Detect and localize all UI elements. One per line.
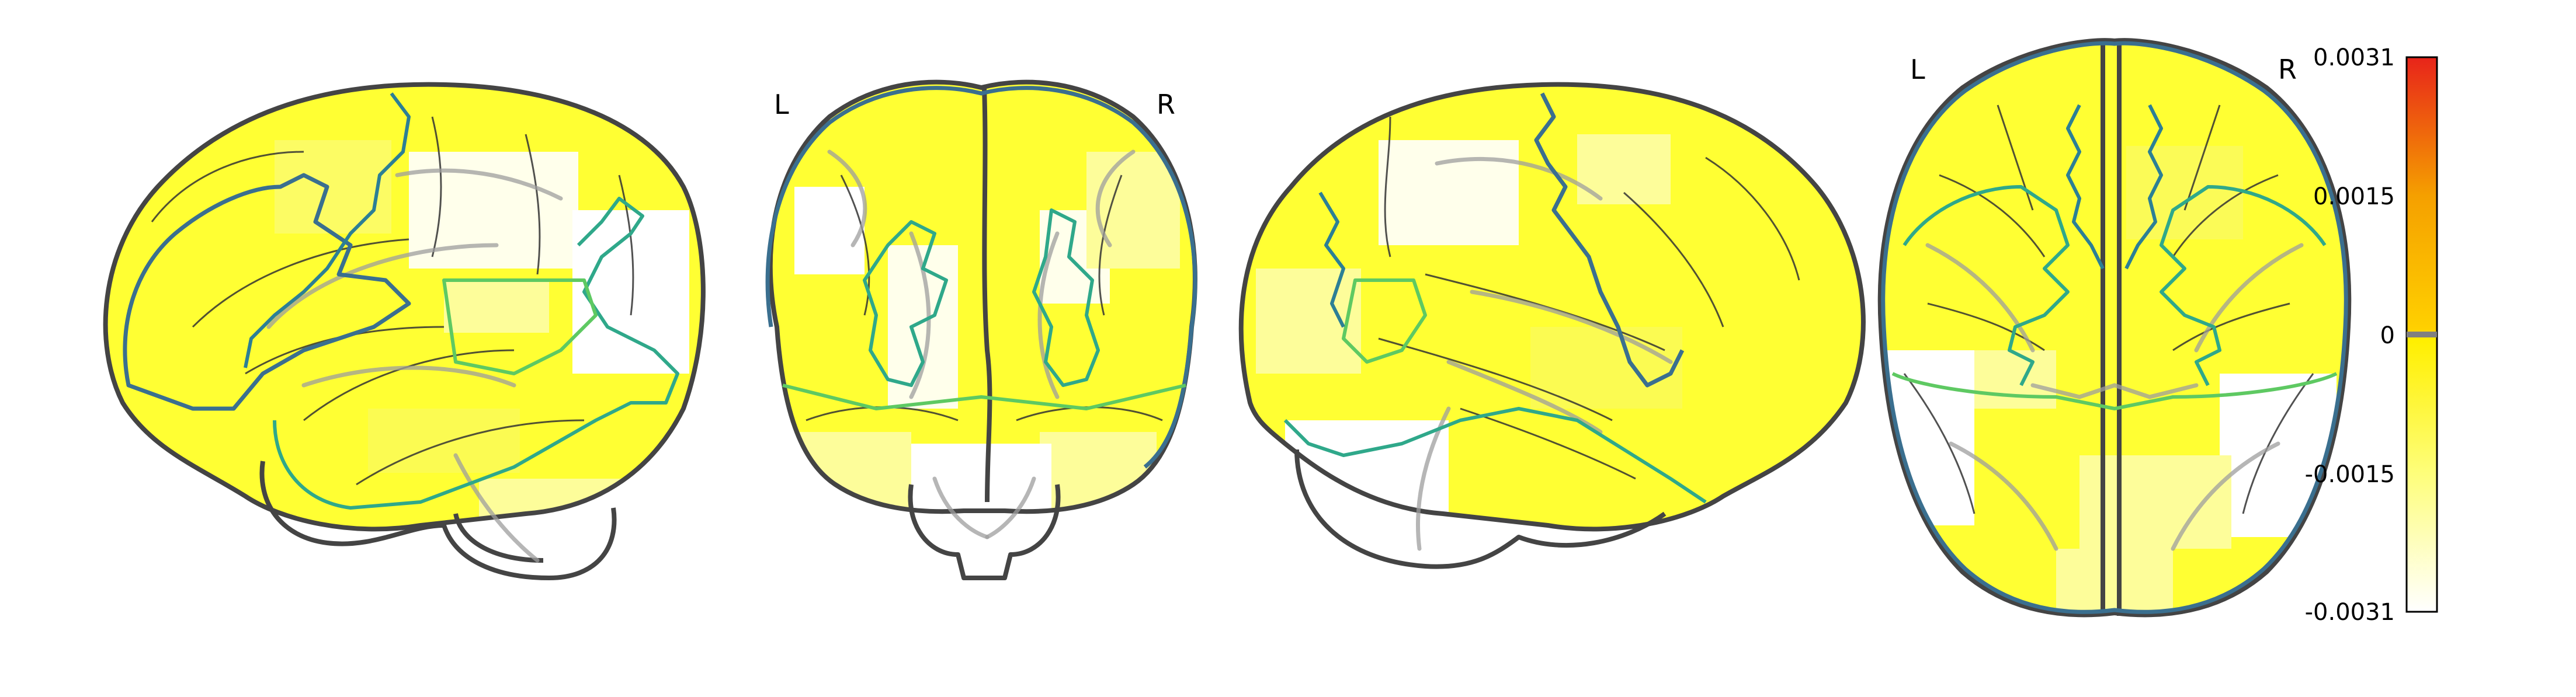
sagittal-right-sulci bbox=[1378, 116, 1800, 480]
sagittal-right-cerebellum-outline bbox=[1294, 449, 1667, 569]
colorbar-zero-marker bbox=[2407, 332, 2437, 337]
coronal-left-label: L bbox=[774, 89, 789, 120]
axial-contour-outer bbox=[1881, 41, 2348, 614]
coronal-view: L R bbox=[765, 79, 1197, 580]
sagittal-left-view bbox=[103, 82, 706, 580]
coronal-midline bbox=[982, 87, 992, 503]
sagittal-left-contour-main bbox=[123, 173, 411, 411]
axial-contour-frontal-right bbox=[2124, 104, 2163, 270]
coronal-contour-left-insula bbox=[863, 220, 948, 387]
sagittal-right-contour-frontal bbox=[1534, 92, 1685, 388]
coronal-right-label: R bbox=[1157, 89, 1175, 120]
axial-brain-outline bbox=[1877, 38, 2352, 618]
sagittal-right-brain-outline bbox=[1238, 82, 1866, 532]
axial-activation-map bbox=[1880, 40, 2349, 615]
axial-sulci bbox=[1903, 104, 2314, 514]
coronal-gray-lines bbox=[827, 149, 1136, 539]
axial-contour-lower bbox=[1891, 372, 2338, 410]
sagittal-right-contour-temporal bbox=[1283, 407, 1707, 504]
sagittal-left-contour-insula bbox=[442, 278, 598, 375]
sagittal-left-activation-map bbox=[105, 84, 703, 529]
sagittal-left-brainstem-outline bbox=[453, 513, 544, 563]
sagittal-left-contour-frontal bbox=[244, 92, 411, 368]
colorbar-tick-label: 0 bbox=[2380, 322, 2395, 349]
sagittal-left-cerebellum-outline bbox=[259, 461, 617, 580]
coronal-contour-right-insula bbox=[1032, 208, 1100, 387]
sagittal-right-contour-insula bbox=[1342, 278, 1427, 364]
axial-left-label: L bbox=[1910, 54, 1925, 85]
colorbar-tick-label: -0.0015 bbox=[2305, 461, 2395, 488]
colorbar-tick-label: 0.0015 bbox=[2313, 183, 2395, 210]
coronal-cerebellum-outline bbox=[908, 484, 1061, 580]
axial-contour-frontal-left bbox=[2066, 104, 2105, 270]
axial-right-label: R bbox=[2278, 54, 2297, 85]
colorbar: 0.0031 0.0015 0 -0.0015 -0.0031 bbox=[2305, 44, 2438, 626]
colorbar-tick-label: 0.0031 bbox=[2313, 44, 2395, 71]
sagittal-right-gray-lines bbox=[1415, 157, 1673, 551]
sagittal-left-brain-outline bbox=[103, 82, 706, 532]
colorbar-tick-label: -0.0031 bbox=[2305, 599, 2395, 626]
axial-gray-lines bbox=[1925, 243, 2304, 551]
axial-contour-right-temporal bbox=[2160, 185, 2327, 386]
sagittal-right-view bbox=[1238, 82, 1866, 569]
axial-contour-left-temporal bbox=[1903, 185, 2070, 386]
sagittal-right-contour-posterior bbox=[1318, 191, 1345, 328]
coronal-contour-outer bbox=[765, 86, 1197, 469]
coronal-contour-inferior bbox=[782, 384, 1186, 410]
axial-view: L R bbox=[1877, 38, 2352, 618]
colorbar-ticks: 0.0031 0.0015 0 -0.0015 -0.0031 bbox=[2305, 44, 2395, 626]
sagittal-left-gray-lines bbox=[266, 168, 563, 563]
